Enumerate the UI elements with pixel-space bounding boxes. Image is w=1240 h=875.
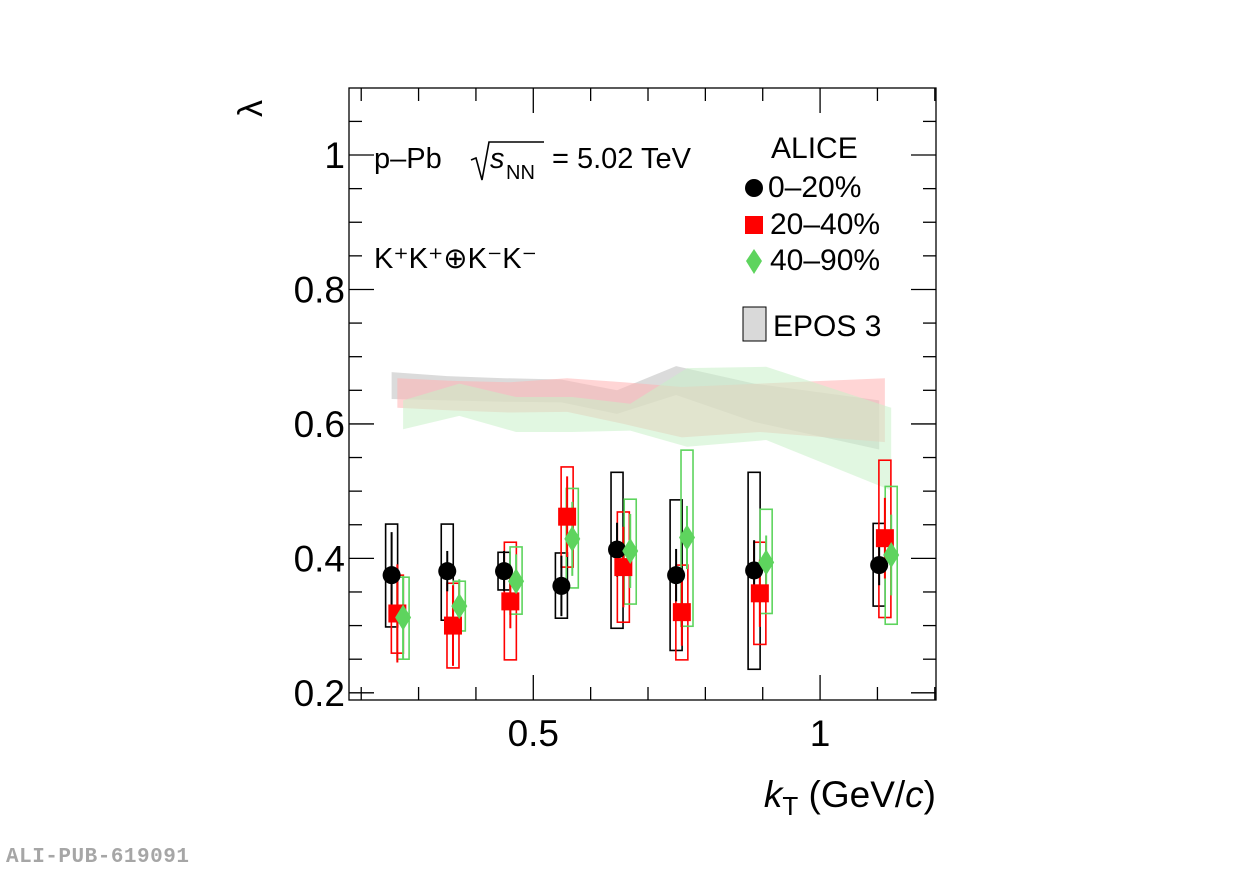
- y-axis-label: λ: [232, 100, 270, 117]
- y-tick-label: 0.8: [294, 269, 345, 310]
- data-point-circle: [608, 540, 627, 559]
- data-point-square: [875, 529, 894, 548]
- legend-marker-square: [745, 216, 763, 234]
- legend-entry-20-40: 20–40%: [770, 208, 880, 241]
- data-point-circle: [745, 561, 764, 580]
- pair-label: K⁺K⁺⊕K⁻K⁻: [374, 243, 537, 275]
- systematic-boxes: [384, 449, 899, 671]
- data-point-square: [672, 603, 691, 622]
- data-point-diamond: [564, 525, 581, 552]
- data-point-square: [750, 584, 769, 603]
- statistical-error-bars: [390, 476, 893, 666]
- data-point-circle: [870, 556, 889, 575]
- sqrt-symbol: [470, 141, 544, 181]
- data-point-circle: [552, 576, 571, 595]
- plot-frame: [348, 87, 937, 701]
- publication-id: ALI-PUB-619091: [6, 846, 190, 869]
- legend-marker-circle: [745, 179, 763, 197]
- legend-marker-diamond: [746, 249, 762, 274]
- legend-header: ALICE: [771, 132, 858, 165]
- data-point-diamond: [883, 541, 900, 568]
- data-point-diamond: [508, 568, 525, 595]
- y-tick-label: 0.2: [294, 673, 345, 714]
- x-axis-label: kT (GeV/c): [764, 774, 936, 821]
- axes-box: [348, 87, 937, 701]
- legend-entry-40-90: 40–90%: [770, 244, 880, 277]
- data-point-diamond: [679, 524, 696, 551]
- axis-ticks: [349, 88, 936, 700]
- data-point-square: [443, 616, 462, 635]
- data-point-circle: [382, 566, 401, 585]
- data-point-square: [614, 558, 633, 577]
- data-point-diamond: [395, 604, 412, 631]
- y-tick-label: 0.6: [294, 404, 345, 445]
- svg-text:NN: NN: [506, 162, 535, 184]
- data-point-circle: [438, 562, 457, 581]
- legend: ALICE 0–20% 20–40% 40–90% EPOS 3: [742, 132, 881, 343]
- data-point-circle: [667, 566, 686, 585]
- y-tick-label: 0.4: [294, 538, 345, 579]
- data-point-diamond: [758, 549, 775, 576]
- legend-entry-epos3: EPOS 3: [773, 310, 881, 343]
- svg-text:= 5.02 TeV: = 5.02 TeV: [552, 143, 692, 175]
- y-tick-label: 1: [324, 135, 345, 176]
- data-point-diamond: [451, 593, 468, 620]
- legend-model-box: [742, 306, 767, 342]
- legend-entry-0-20: 0–20%: [768, 171, 861, 204]
- x-tick-label: 0.5: [508, 713, 559, 754]
- axis-tick-labels: 0.5 1 0.2 0.4 0.6 0.8 1: [294, 135, 831, 754]
- collision-system-label: p–Pb s NN = 5.02 TeV: [374, 141, 692, 184]
- data-point-square: [501, 592, 520, 611]
- svg-text:p–Pb: p–Pb: [374, 143, 442, 175]
- data-point-circle: [495, 562, 514, 581]
- epos-band-3: [403, 366, 892, 491]
- data-markers: [382, 507, 900, 635]
- svg-text:s: s: [490, 143, 505, 175]
- epos-bands: [391, 366, 892, 491]
- x-tick-label: 1: [810, 713, 831, 754]
- data-point-square: [558, 507, 577, 526]
- data-point-diamond: [622, 537, 639, 564]
